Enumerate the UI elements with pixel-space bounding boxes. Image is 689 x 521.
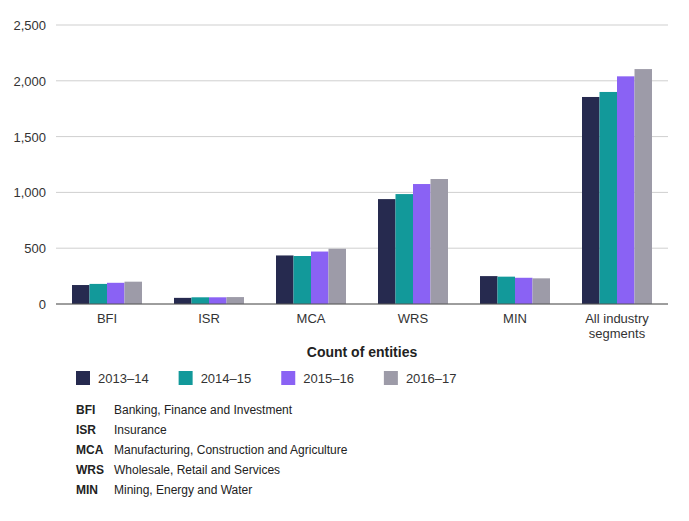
bar [480, 276, 498, 304]
bar [396, 194, 414, 304]
bar [515, 278, 533, 304]
bar [209, 297, 227, 304]
x-axis [56, 304, 668, 305]
x-tick-line: BFI [97, 311, 117, 326]
legend-swatch [76, 371, 90, 385]
legend-label: 2015–16 [303, 371, 354, 386]
bar [107, 283, 125, 304]
bar [174, 298, 192, 304]
abbr: MCA [76, 443, 104, 457]
abbr: BFI [76, 403, 95, 417]
legend-swatch [384, 371, 398, 385]
x-tick-line: ISR [198, 311, 220, 326]
bar [533, 278, 551, 304]
legend-swatch [281, 371, 295, 385]
x-tick-label: All industrysegments [585, 311, 649, 341]
abbr-text: Wholesale, Retail and Services [114, 463, 280, 477]
bar [227, 297, 245, 304]
bar [72, 285, 90, 304]
abbr-text: Manufacturing, Construction and Agricult… [114, 443, 348, 457]
grid-line [56, 304, 668, 305]
bar [413, 184, 431, 304]
x-tick-line: All industry [585, 311, 649, 326]
x-tick-label: ISR [198, 311, 220, 326]
bar [192, 297, 210, 304]
bar [311, 252, 329, 304]
bar [276, 255, 294, 304]
x-tick-label: BFI [97, 311, 117, 326]
grid-line [56, 80, 668, 81]
abbr: WRS [76, 463, 104, 477]
bar [294, 256, 312, 304]
legend-label: 2013–14 [98, 371, 149, 386]
bar [329, 249, 347, 304]
abbr-text: Insurance [114, 423, 167, 437]
x-tick-line: MCA [297, 311, 326, 326]
x-axis-label: Count of entities [307, 344, 418, 360]
x-tick-label: WRS [398, 311, 429, 326]
grid-line [56, 136, 668, 137]
x-tick-line: segments [589, 326, 646, 341]
bar [125, 282, 143, 304]
y-tick-label: 2,500 [13, 18, 46, 33]
bar [600, 92, 618, 304]
bar [431, 179, 449, 304]
bar [617, 76, 635, 304]
x-tick-line: MIN [503, 311, 527, 326]
y-tick-label: 1,000 [13, 185, 46, 200]
legend-label: 2014–15 [201, 371, 252, 386]
abbr-text: Mining, Energy and Water [114, 483, 252, 497]
bars [72, 69, 652, 304]
y-tick-label: 0 [39, 297, 46, 312]
y-tick-label: 1,500 [13, 130, 46, 145]
grid-line [56, 25, 668, 26]
grid-line [56, 192, 668, 193]
legend-swatch [179, 371, 193, 385]
bar [498, 277, 516, 304]
y-tick-label: 500 [24, 241, 46, 256]
abbr: MIN [76, 483, 98, 497]
x-tick-line: WRS [398, 311, 429, 326]
y-tick-label: 2,000 [13, 74, 46, 89]
bar [635, 69, 653, 304]
bar [378, 199, 396, 304]
bar [582, 97, 600, 304]
bar [90, 284, 108, 304]
legend-label: 2016–17 [406, 371, 457, 386]
grid-line [56, 248, 668, 249]
abbr: ISR [76, 423, 96, 437]
x-tick-label: MIN [503, 311, 527, 326]
chart: 0 500 1,000 1,500 2,000 2,500 BFI ISR MCA WRS MIN A… [0, 0, 689, 521]
abbr-text: Banking, Finance and Investment [114, 403, 293, 417]
x-tick-label: MCA [297, 311, 326, 326]
